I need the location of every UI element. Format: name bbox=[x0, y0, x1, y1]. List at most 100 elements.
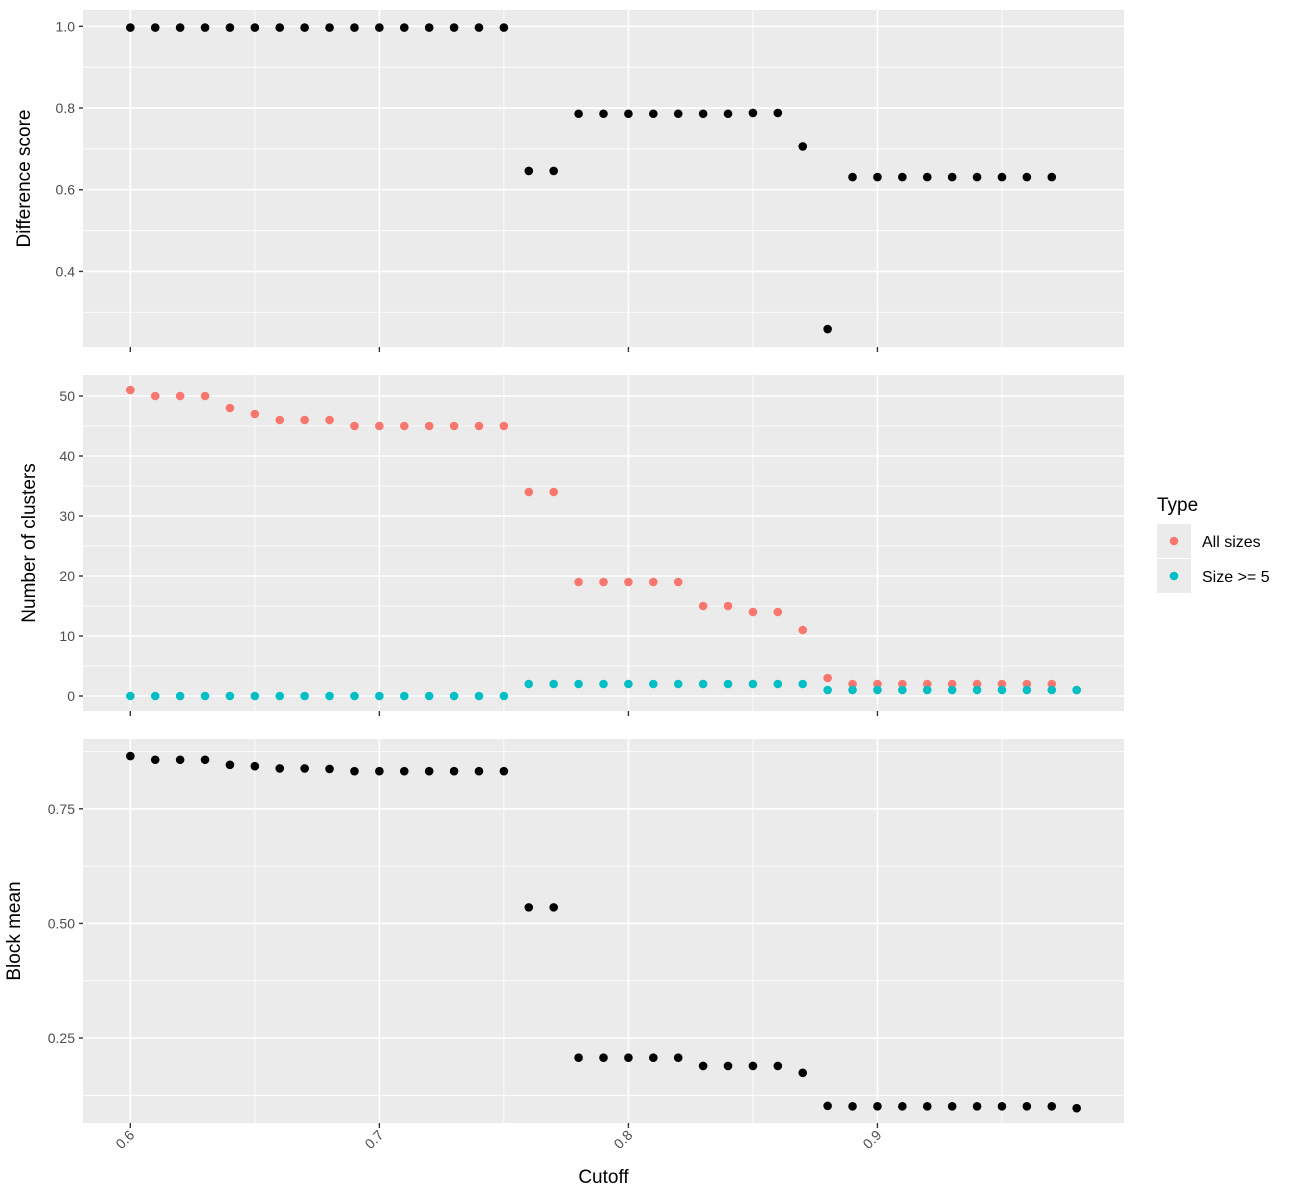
data-point bbox=[200, 691, 210, 701]
data-point bbox=[1072, 1103, 1081, 1113]
data-point bbox=[972, 172, 982, 182]
data-point bbox=[499, 421, 509, 431]
legend-key bbox=[1169, 536, 1179, 546]
data-point bbox=[947, 685, 957, 695]
data-point bbox=[150, 391, 160, 401]
data-point bbox=[1047, 172, 1057, 182]
data-point bbox=[898, 679, 907, 689]
y-tick-label: 0.6 bbox=[56, 182, 76, 198]
data-point bbox=[624, 1053, 633, 1063]
data-point bbox=[150, 755, 160, 765]
data-point bbox=[574, 1053, 583, 1063]
data-point bbox=[823, 673, 832, 683]
data-point bbox=[823, 1101, 832, 1111]
data-point bbox=[399, 766, 409, 776]
data-point bbox=[275, 23, 285, 32]
data-point bbox=[150, 23, 160, 32]
data-point bbox=[375, 691, 384, 701]
data-point bbox=[698, 109, 708, 119]
data-point bbox=[549, 903, 558, 912]
data-point bbox=[947, 679, 957, 689]
data-point bbox=[848, 1102, 857, 1111]
data-point bbox=[972, 1102, 982, 1111]
data-point bbox=[449, 421, 459, 431]
data-point bbox=[972, 685, 982, 695]
panel-top: 0.4 0.6 0.8 1.0 Difference score bbox=[14, 10, 1124, 352]
data-point bbox=[350, 23, 359, 32]
y-tick-label: 30 bbox=[59, 508, 75, 524]
data-point bbox=[748, 607, 758, 617]
data-point bbox=[599, 109, 608, 119]
data-point bbox=[300, 764, 309, 773]
data-point bbox=[126, 385, 135, 395]
data-point bbox=[649, 679, 658, 689]
data-point bbox=[798, 1068, 808, 1078]
data-point bbox=[350, 421, 359, 431]
data-point bbox=[898, 172, 907, 182]
data-point bbox=[200, 391, 210, 401]
data-point bbox=[649, 1053, 658, 1063]
data-point bbox=[997, 1102, 1007, 1111]
data-point bbox=[375, 766, 384, 776]
legend-key bbox=[1169, 571, 1179, 581]
data-point bbox=[1022, 685, 1032, 695]
data-point bbox=[773, 607, 783, 617]
data-point bbox=[225, 760, 235, 770]
data-point bbox=[798, 625, 808, 635]
data-point bbox=[574, 577, 583, 587]
data-point bbox=[823, 324, 832, 334]
data-point bbox=[474, 691, 484, 701]
data-point bbox=[947, 1102, 957, 1111]
data-point bbox=[1022, 172, 1032, 182]
data-point bbox=[350, 766, 359, 776]
data-point bbox=[748, 108, 758, 118]
data-point bbox=[748, 1061, 758, 1071]
legend-title: Type bbox=[1157, 495, 1198, 516]
x-tick-label: 0.8 bbox=[610, 1127, 635, 1152]
data-point bbox=[1022, 679, 1032, 689]
data-point bbox=[574, 109, 583, 119]
data-point bbox=[524, 487, 534, 497]
data-point bbox=[1047, 1102, 1057, 1111]
y-tick-label: 50 bbox=[59, 388, 75, 404]
data-point bbox=[250, 23, 260, 32]
data-point bbox=[698, 601, 708, 611]
data-point bbox=[624, 109, 633, 119]
data-point bbox=[375, 421, 384, 431]
data-point bbox=[474, 421, 484, 431]
data-point bbox=[449, 691, 459, 701]
data-point bbox=[325, 23, 334, 32]
data-point bbox=[773, 108, 783, 118]
legend-label: Size >= 5 bbox=[1202, 569, 1270, 586]
data-point bbox=[375, 23, 384, 32]
y-axis-title: Number of clusters bbox=[19, 463, 40, 622]
data-point bbox=[972, 679, 982, 689]
data-point bbox=[225, 403, 235, 413]
data-point bbox=[599, 679, 608, 689]
data-point bbox=[325, 691, 334, 701]
y-tick-label: 0.4 bbox=[56, 263, 76, 279]
data-point bbox=[574, 679, 583, 689]
data-point bbox=[325, 764, 334, 774]
data-point bbox=[848, 685, 857, 695]
data-point bbox=[922, 679, 932, 689]
data-point bbox=[947, 172, 957, 182]
data-point bbox=[873, 1102, 882, 1111]
data-point bbox=[499, 23, 509, 32]
data-point bbox=[723, 679, 733, 689]
data-point bbox=[848, 679, 857, 689]
data-point bbox=[898, 685, 907, 695]
data-point bbox=[275, 691, 285, 701]
data-point bbox=[325, 415, 334, 425]
data-point bbox=[424, 23, 434, 32]
y-axis-title: Block mean bbox=[4, 881, 25, 980]
data-point bbox=[250, 691, 260, 701]
data-point bbox=[1047, 679, 1057, 689]
data-point bbox=[175, 391, 185, 401]
x-axis-title: Cutoff bbox=[578, 1167, 629, 1188]
data-point bbox=[673, 109, 683, 119]
data-point bbox=[524, 166, 534, 176]
data-point bbox=[474, 23, 484, 32]
data-point bbox=[649, 577, 658, 587]
x-tick-label: 0.7 bbox=[361, 1127, 386, 1152]
